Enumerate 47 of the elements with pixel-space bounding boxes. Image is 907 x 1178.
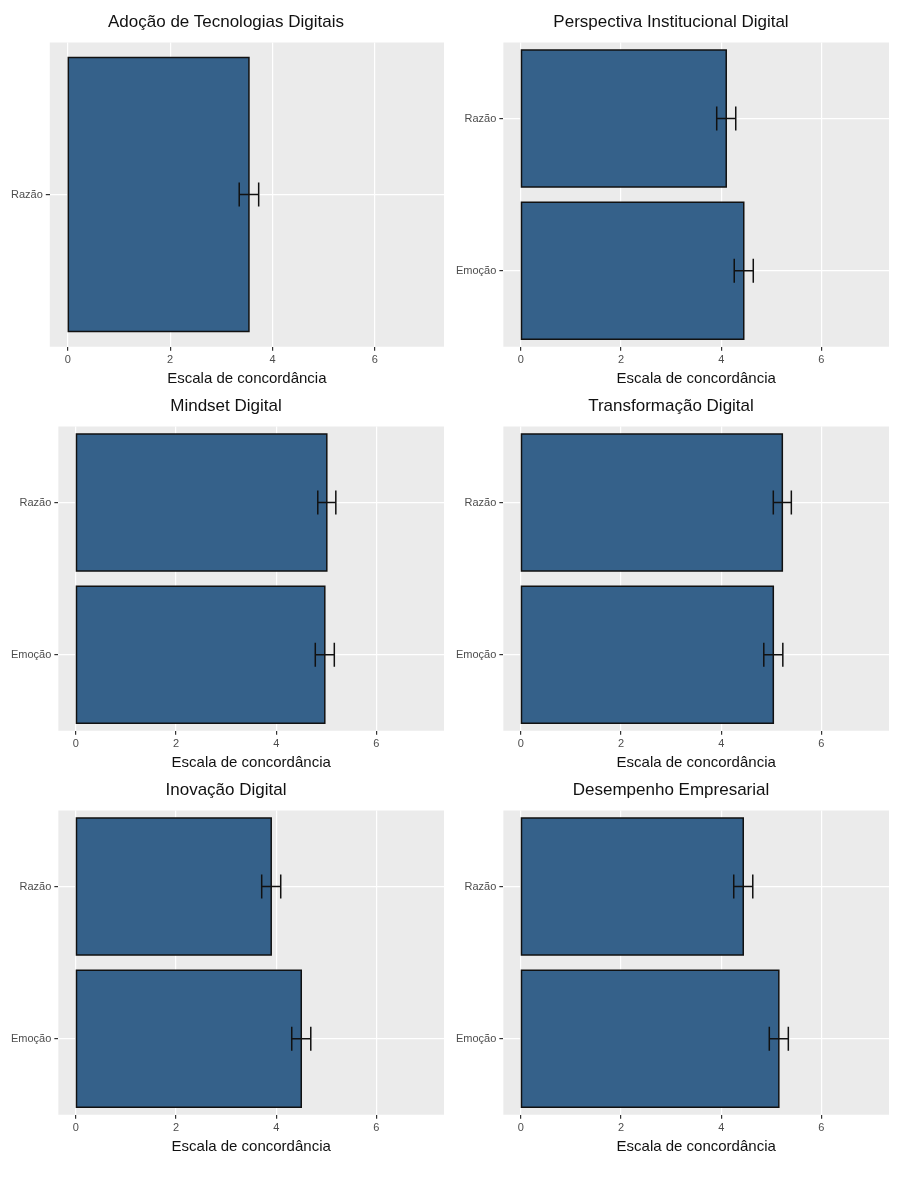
x-tick-label: 4	[273, 737, 280, 750]
x-tick-label: 6	[818, 737, 825, 750]
y-tick-label: Emoção	[455, 263, 497, 276]
x-tick-label: 2	[617, 737, 625, 750]
x-tick-label: 4	[269, 353, 276, 366]
y-tick-label: Razão	[11, 187, 43, 200]
x-tick-label: 6	[818, 1121, 825, 1134]
chart-title: Mindset Digital	[170, 395, 282, 415]
x-tick-label: 2	[617, 1121, 625, 1134]
y-tick-label: Razão	[464, 495, 497, 508]
x-tick-label: 4	[718, 1121, 725, 1134]
y-tick-label: Emoção	[455, 647, 497, 660]
x-axis-title: Escala de concordância	[171, 1137, 332, 1155]
y-tick-label: Emoção	[10, 1031, 52, 1044]
chart-title: Adoção de Tecnologias Digitais	[108, 11, 344, 31]
x-tick-label: 2	[167, 353, 174, 366]
x-axis-title: Escala de concordância	[616, 753, 777, 771]
x-tick-label: 2	[172, 737, 180, 750]
x-tick-label: 4	[718, 737, 725, 750]
x-tick-label: 2	[172, 1121, 180, 1134]
x-tick-label: 6	[371, 353, 378, 366]
x-tick-label: 4	[718, 353, 725, 366]
y-tick-label: Razão	[464, 111, 497, 124]
x-tick-label: 2	[617, 353, 625, 366]
y-tick-label: Razão	[19, 879, 52, 892]
x-axis-title: Escala de concordância	[616, 369, 777, 387]
x-tick-label: 6	[373, 1121, 380, 1134]
x-tick-label: 0	[72, 737, 79, 750]
x-tick-label: 0	[72, 1121, 79, 1134]
x-tick-label: 0	[64, 353, 71, 366]
chart-title: Inovação Digital	[165, 779, 287, 799]
x-tick-label: 0	[517, 1121, 524, 1134]
y-tick-label: Razão	[464, 879, 497, 892]
y-tick-label: Razão	[19, 495, 52, 508]
x-axis-title: Escala de concordância	[171, 753, 332, 771]
chart-title: Transformação Digital	[588, 395, 754, 415]
x-tick-label: 6	[373, 737, 380, 750]
x-tick-label: 0	[517, 737, 524, 750]
y-tick-label: Emoção	[10, 647, 52, 660]
chart-title: Perspectiva Institucional Digital	[553, 11, 789, 31]
x-tick-label: 0	[517, 353, 524, 366]
x-tick-label: 4	[273, 1121, 280, 1134]
chart-title: Desempenho Empresarial	[572, 779, 770, 799]
x-tick-label: 6	[818, 353, 825, 366]
x-axis-title: Escala de concordância	[167, 369, 328, 387]
x-axis-title: Escala de concordância	[616, 1137, 777, 1155]
y-tick-label: Emoção	[455, 1031, 497, 1044]
